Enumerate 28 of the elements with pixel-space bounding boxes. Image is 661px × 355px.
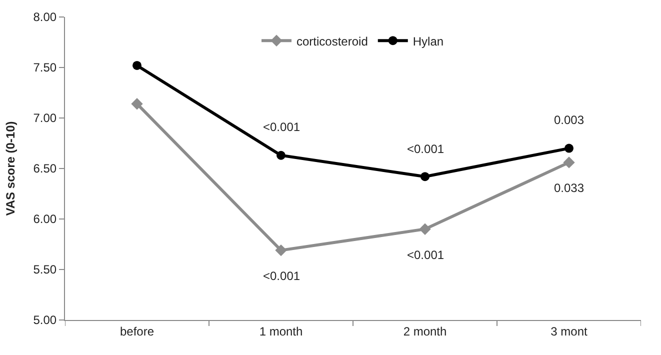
- point: [419, 223, 431, 235]
- point: [563, 156, 575, 168]
- y-tick-label: 7.50: [33, 60, 57, 75]
- x-tick-label: before: [120, 324, 154, 338]
- y-tick-label: 8.00: [33, 10, 57, 24]
- annotation: <0.001: [407, 248, 444, 262]
- annotation: <0.001: [263, 120, 300, 134]
- point: [564, 144, 574, 153]
- annotation: 0.033: [554, 181, 584, 195]
- point: [131, 98, 143, 110]
- y-tick-label: 6.00: [33, 212, 57, 226]
- y-axis-title: VAS score (0-10): [4, 121, 18, 216]
- point: [275, 244, 287, 256]
- y-tick-label: 5.50: [33, 262, 57, 277]
- y-tick-label: 6.50: [33, 162, 57, 176]
- x-tick-label: 3 mont: [550, 324, 588, 338]
- annotation: <0.001: [407, 142, 444, 156]
- annotation: 0.003: [554, 113, 584, 127]
- point: [276, 150, 286, 160]
- x-tick-label: 1 month: [259, 324, 303, 338]
- legend-label: corticosteroid: [296, 34, 368, 48]
- y-tick-label: 5.00: [33, 313, 57, 328]
- point: [132, 60, 142, 70]
- legend-label: Hylan: [412, 34, 444, 48]
- x-tick-label: 2 month: [403, 324, 447, 338]
- y-tick-label: 7.00: [33, 111, 57, 126]
- point: [420, 172, 430, 182]
- annotation: <0.001: [263, 269, 300, 283]
